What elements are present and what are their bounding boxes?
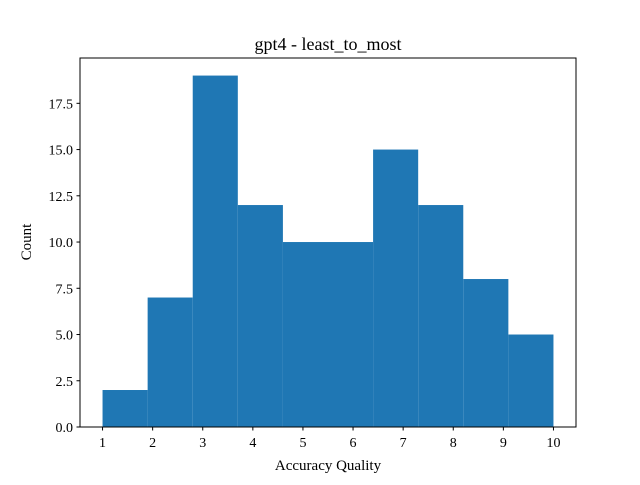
x-tick-label: 2 [149,436,156,451]
histogram-bar-4 [237,205,283,427]
histogram-bar-10 [508,334,554,427]
bars-group [102,75,554,428]
y-tick-label: 17.5 [49,97,74,112]
x-tick-label: 1 [99,436,106,451]
x-tick-label: 3 [199,436,206,451]
y-tick-label: 5.0 [56,329,74,344]
histogram-bar-2 [147,297,193,427]
plot-frame [79,57,577,428]
x-tick-label: 4 [249,436,256,451]
histogram-bar-9 [463,279,509,427]
y-tick-label: 12.5 [49,190,74,205]
histogram-bar-1 [102,390,148,427]
y-tick-label: 15.0 [49,144,74,159]
y-axis-label: Count [19,223,35,261]
x-axis-ticks: 1 2 3 4 5 6 7 8 9 10 [99,427,560,451]
x-tick-label: 7 [400,436,407,451]
x-tick-label: 9 [500,436,507,451]
y-tick-label: 2.5 [56,375,74,390]
histogram-bar-7 [373,149,419,427]
chart-title: gpt4 - least_to_most [255,34,402,54]
x-tick-label: 6 [350,436,357,451]
histogram-bar-8 [418,205,464,427]
histogram-bar-5 [282,242,328,427]
x-tick-label: 8 [450,436,457,451]
y-tick-label: 0.0 [56,421,74,436]
x-tick-label: 5 [299,436,306,451]
histogram-bar-3 [192,75,238,428]
y-axis-ticks: 0.0 2.5 5.0 7.5 10.0 12.5 15.0 17.5 [49,97,80,436]
y-tick-label: 10.0 [49,236,74,251]
histogram-bar-6 [328,242,374,427]
y-tick-label: 7.5 [56,282,74,297]
x-axis-label: Accuracy Quality [275,458,382,474]
x-tick-label: 10 [546,436,560,451]
